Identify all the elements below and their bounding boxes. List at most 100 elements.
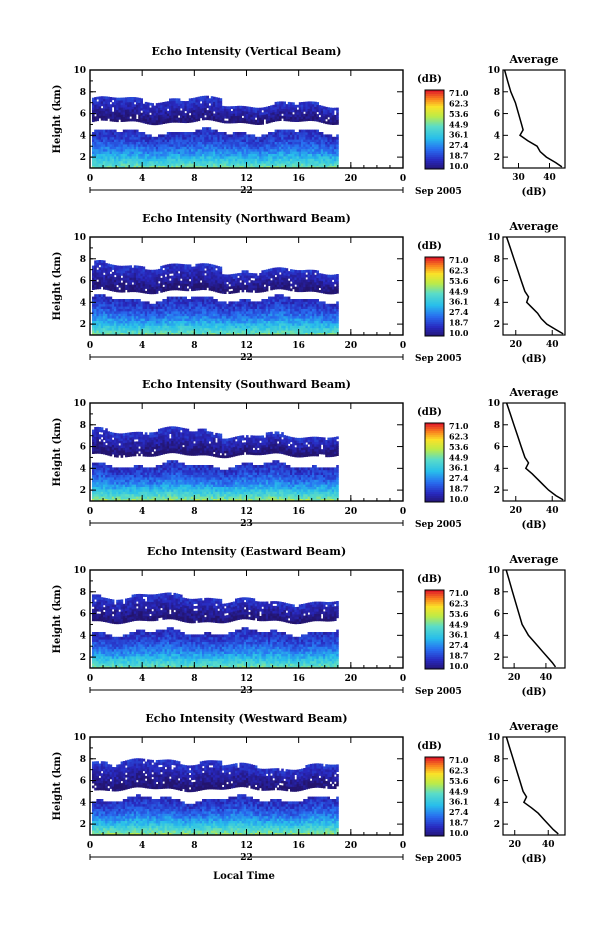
echo-cell: [336, 137, 339, 140]
colorbar-tick-label: 62.3: [449, 98, 469, 108]
echo-cell: [336, 313, 339, 316]
echo-cell: [253, 134, 256, 137]
x-tick-label: 8: [191, 174, 197, 184]
average-y-tick-label: 2: [494, 153, 500, 163]
colorbar-tick-label: 18.7: [449, 151, 468, 161]
echo-cell: [244, 132, 247, 135]
y-tick-label: 10: [73, 66, 86, 76]
colorbar-tick-label: 71.0: [449, 88, 469, 98]
echo-cell: [336, 120, 339, 123]
echo-cell: [336, 144, 339, 147]
echo-cell: [211, 297, 214, 300]
echo-cell: [215, 299, 218, 302]
echo-cell: [336, 108, 339, 111]
echo-cell: [129, 265, 132, 268]
echo-cell: [336, 306, 339, 309]
x-tick-label: 20: [345, 174, 358, 184]
echo-heatmap: [92, 96, 339, 169]
echo-cell: [140, 101, 143, 104]
echo-cell: [336, 311, 339, 314]
echo-cell: [283, 102, 286, 105]
x-tick-label: 12: [240, 174, 253, 184]
echo-cell: [220, 98, 223, 101]
echo-cell: [316, 299, 319, 302]
echo-cell: [224, 301, 227, 304]
echo-cell: [220, 101, 223, 104]
echo-cell: [123, 290, 126, 293]
average-frame: [503, 70, 565, 168]
average-y-tick-label: 4: [494, 131, 500, 141]
echo-cell: [116, 119, 119, 122]
y-tick-label: 2: [80, 153, 86, 163]
echo-cell: [336, 115, 339, 118]
y-tick-label: 8: [80, 88, 86, 98]
echo-cell: [136, 130, 139, 133]
panel-title: Echo Intensity (Vertical Beam): [151, 45, 341, 58]
echo-cell: [261, 122, 264, 125]
echo-cell: [198, 118, 201, 121]
echo-cell: [336, 304, 339, 307]
x-tick-label: 0: [400, 174, 406, 184]
echo-cell: [103, 260, 106, 263]
echo-cell: [147, 301, 150, 304]
colorbar-tick-label: 36.1: [449, 130, 468, 140]
date-label: Sep 2005: [415, 187, 462, 197]
echo-cell: [336, 112, 339, 115]
echo-cell: [215, 130, 218, 133]
echo-cell: [292, 102, 295, 105]
average-title: Average: [508, 53, 558, 66]
echo-cell: [330, 134, 333, 137]
echo-cell: [336, 142, 339, 145]
echo-cell: [336, 151, 339, 154]
echo-cell: [316, 130, 319, 133]
echo-cell: [156, 291, 159, 294]
echo-cell: [336, 158, 339, 161]
echo-cell: [184, 297, 187, 300]
panel-title: Echo Intensity (Northward Beam): [142, 212, 351, 225]
average-y-tick-label: 10: [487, 66, 500, 76]
average-profile-line: [505, 70, 562, 167]
echo-cell: [279, 118, 282, 121]
echo-cell: [143, 132, 146, 135]
echo-cell: [336, 122, 339, 125]
echo-cell: [336, 301, 339, 304]
echo-cell: [209, 127, 212, 130]
echo-cell: [224, 132, 227, 135]
echo-cell: [103, 294, 106, 297]
echo-cell: [336, 309, 339, 312]
echo-cell: [336, 134, 339, 137]
echo-cell: [336, 139, 339, 142]
colorbar: [425, 90, 444, 169]
echo-cell: [332, 110, 335, 113]
echo-cell: [288, 297, 291, 300]
day-label: 22: [240, 186, 253, 196]
echo-cell: [134, 116, 137, 119]
echo-cell: [187, 279, 190, 282]
echo-cell: [281, 294, 284, 297]
echo-cell: [316, 102, 319, 105]
colorbar-tick-label: 10.0: [449, 161, 469, 171]
echo-cell: [336, 318, 339, 321]
echo-cell: [323, 301, 326, 304]
echo-cell: [336, 161, 339, 164]
echo-cell: [336, 146, 339, 149]
echo-cell: [143, 267, 146, 270]
echo-cell: [114, 130, 117, 133]
echo-cell: [220, 103, 223, 106]
echo-cell: [149, 134, 152, 137]
echo-cell: [140, 98, 143, 101]
y-axis-label: Height (km): [52, 85, 63, 154]
echo-cell: [96, 118, 99, 121]
echo-cell: [204, 108, 207, 111]
echo-heatmap: [92, 260, 339, 335]
colorbar-unit: (dB): [417, 74, 442, 85]
average-x-tick-label: 30: [512, 173, 525, 183]
echo-cell: [321, 132, 324, 135]
x-axis-label: Local Time: [213, 871, 275, 882]
x-tick-label: 0: [87, 174, 93, 184]
colorbar-tick-label: 27.4: [449, 140, 469, 150]
echo-cell: [294, 107, 297, 110]
